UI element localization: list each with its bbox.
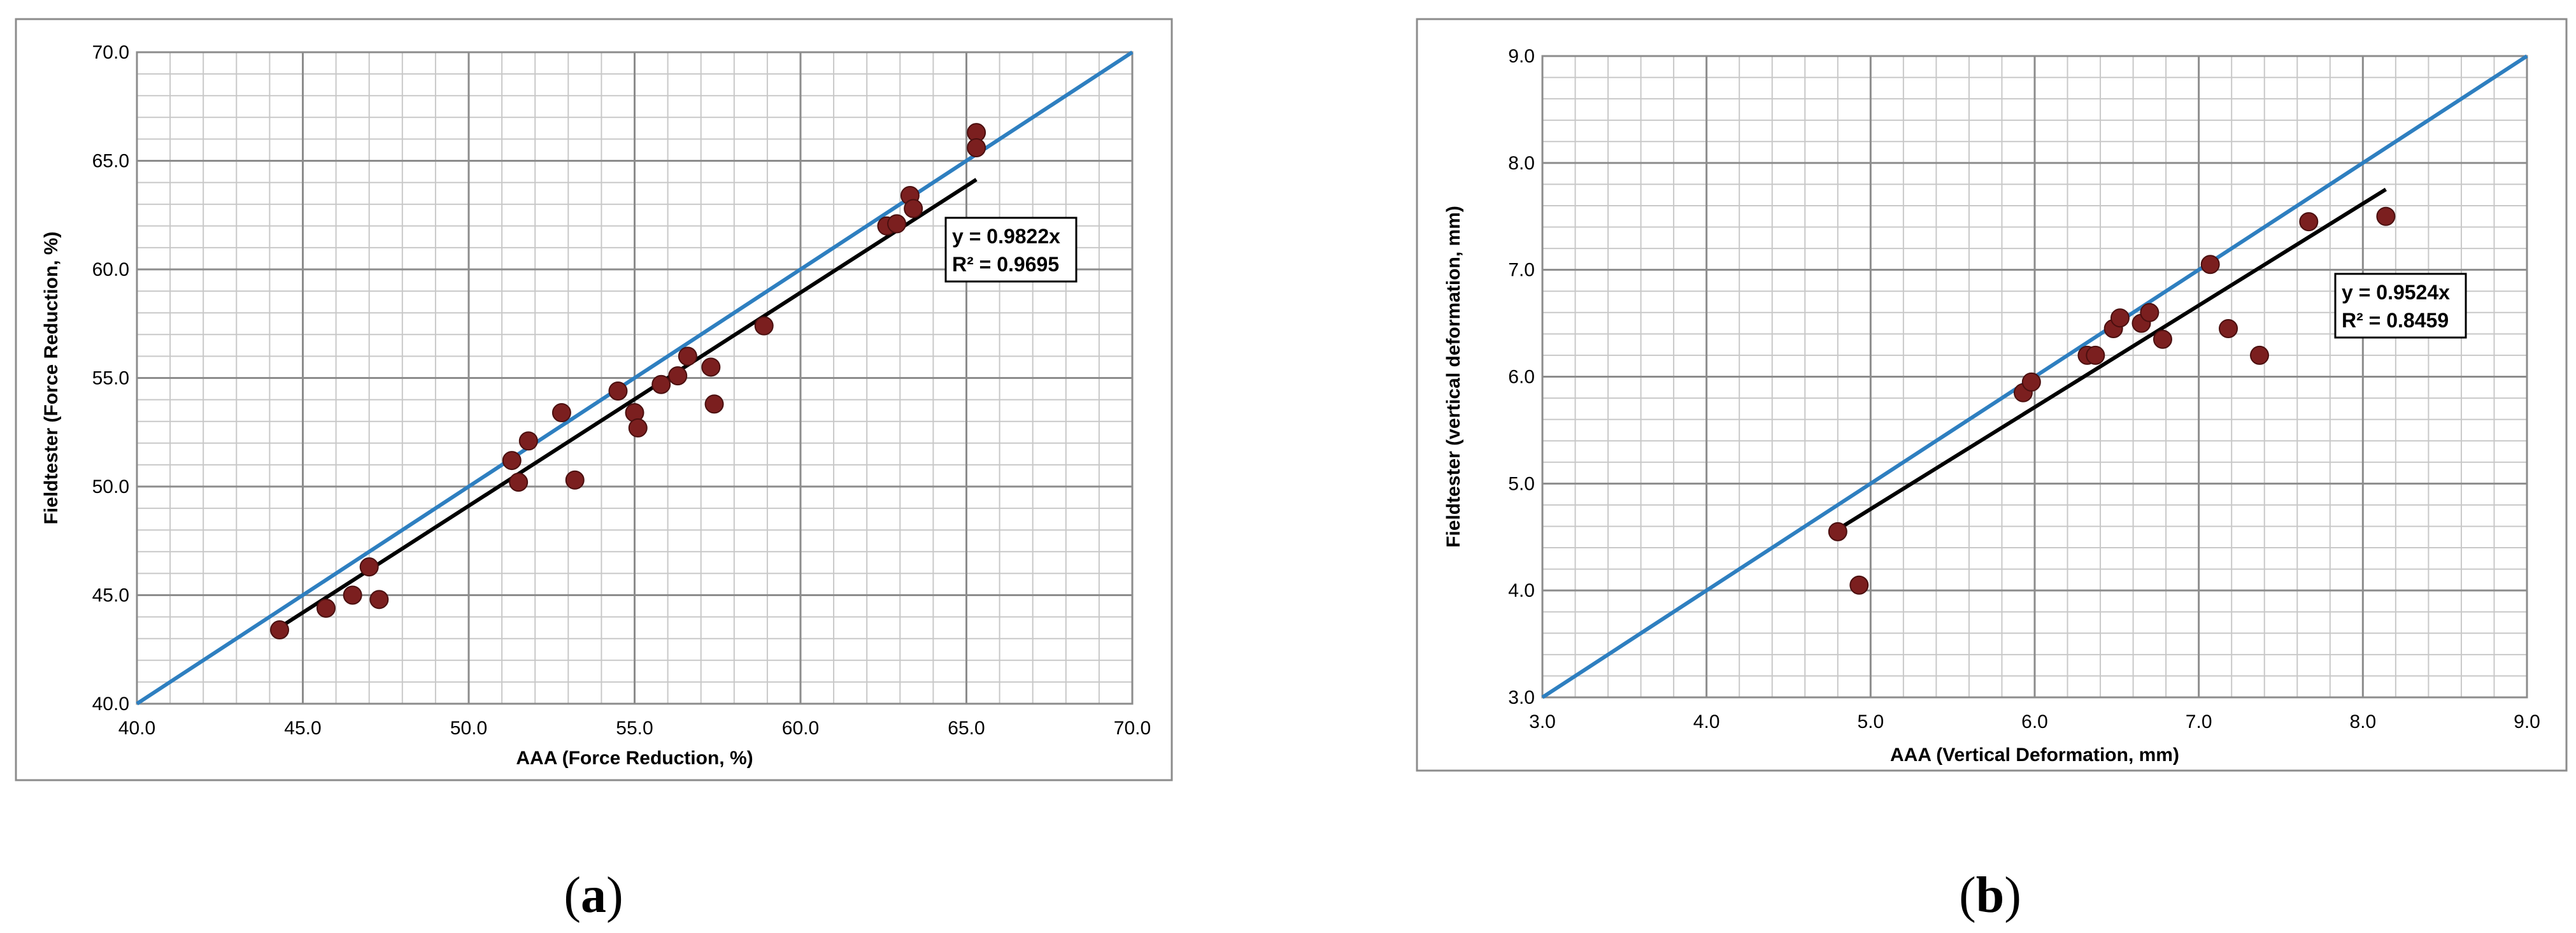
caption-a: (a) — [564, 867, 623, 923]
x-tick-label-a: 50.0 — [450, 718, 487, 739]
data-point-b — [2153, 329, 2172, 349]
data-point-a — [518, 431, 538, 451]
data-point-a — [359, 557, 379, 577]
caption-b-letter: b — [1976, 867, 2005, 923]
data-point-b — [2021, 372, 2041, 392]
x-tick-label-b: 7.0 — [2186, 711, 2212, 732]
x-tick-label-b: 8.0 — [2349, 711, 2376, 732]
x-tick-label-b: 6.0 — [2021, 711, 2048, 732]
x-tick-label-a: 45.0 — [284, 718, 321, 739]
data-point-b — [2140, 303, 2160, 322]
chart-panel-a: 40.0 45.0 50.0 55.0 60.0 65.0 70.0 40.0 45.0 50.0… — [15, 18, 1173, 923]
y-tick-label-b: 8.0 — [1508, 153, 1535, 174]
data-point-b — [2219, 318, 2238, 338]
data-point-b — [2250, 345, 2270, 365]
data-point-a — [668, 366, 688, 386]
identity-line-a — [136, 50, 1134, 706]
plot-area-border-a — [136, 51, 1134, 705]
data-point-a — [316, 598, 336, 618]
data-point-a — [502, 451, 522, 471]
data-point-a — [701, 357, 721, 377]
y-tick-label-b: 5.0 — [1508, 473, 1535, 494]
y-tick-label-b: 6.0 — [1508, 367, 1535, 388]
y-tick-label-b: 9.0 — [1508, 46, 1535, 67]
tick-labels-b: 3.0 4.0 5.0 6.0 7.0 8.0 9.0 3.0 4.0 5.0 6.0 7.0 8.0 9… — [1508, 46, 2540, 732]
plot-area-border-b — [1541, 55, 2528, 699]
y-tick-label-a: 70.0 — [92, 42, 129, 63]
data-point-b — [2086, 345, 2105, 365]
y-tick-label-b: 4.0 — [1508, 580, 1535, 601]
data-point-a — [608, 381, 628, 401]
tick-labels-a: 40.0 45.0 50.0 55.0 60.0 65.0 70.0 40.0 45.0 50.0… — [92, 42, 1151, 739]
x-tick-label-a: 40.0 — [118, 718, 155, 739]
data-point-a — [887, 214, 907, 234]
x-tick-label-a: 60.0 — [782, 718, 819, 739]
data-point-b — [2110, 308, 2130, 328]
y-axis-title-b: Fieldtester (vertical deformation, mm) — [1443, 206, 1464, 548]
chart-frame-b — [1416, 18, 2568, 772]
x-axis-title-a: AAA (Force Reduction, %) — [516, 748, 753, 769]
x-tick-label-b: 3.0 — [1529, 711, 1556, 732]
data-point-a — [651, 374, 671, 394]
trendline-b — [1837, 187, 2387, 531]
data-point-a — [904, 199, 923, 218]
caption-a-letter: a — [581, 867, 606, 923]
data-point-a — [509, 473, 529, 492]
data-point-b — [2376, 206, 2396, 226]
equation-label-a: y = 0.9822x — [952, 225, 1060, 248]
y-tick-label-a: 50.0 — [92, 476, 129, 497]
data-point-a — [369, 590, 389, 609]
caption-b: (b) — [1959, 867, 2021, 923]
data-point-a — [565, 470, 585, 490]
equation-box-a — [944, 217, 1078, 283]
y-tick-label-a: 55.0 — [92, 368, 129, 389]
data-point-a — [754, 316, 774, 336]
lines-a — [136, 50, 1134, 706]
r-squared-label-b: R² = 0.8459 — [2342, 309, 2449, 332]
x-tick-label-b: 5.0 — [1857, 711, 1884, 732]
data-point-a — [967, 138, 986, 158]
x-tick-label-b: 4.0 — [1693, 711, 1720, 732]
x-tick-label-b: 9.0 — [2514, 711, 2540, 732]
x-tick-label-a: 55.0 — [616, 718, 653, 739]
data-point-b — [1849, 575, 1869, 595]
data-point-b — [1828, 522, 1847, 541]
data-point-a — [678, 346, 697, 366]
data-point-a — [628, 418, 648, 438]
chart-panel-b: 3.0 4.0 5.0 6.0 7.0 8.0 9.0 3.0 4.0 5.0 6.0 7.0 8.0 9… — [1416, 18, 2568, 923]
equation-label-b: y = 0.9524x — [2342, 281, 2450, 304]
data-points-b — [1828, 206, 2396, 595]
r-squared-label-a: R² = 0.9695 — [952, 253, 1059, 276]
data-point-a — [270, 620, 290, 640]
y-tick-label-b: 7.0 — [1508, 260, 1535, 281]
data-point-b — [2299, 212, 2319, 232]
x-axis-title-b: AAA (Vertical Deformation, mm) — [1890, 744, 2179, 766]
y-tick-label-a: 60.0 — [92, 259, 129, 280]
data-points-a — [270, 123, 986, 640]
x-tick-label-a: 70.0 — [1114, 718, 1151, 739]
y-tick-label-a: 45.0 — [92, 585, 129, 606]
x-tick-label-a: 65.0 — [948, 718, 985, 739]
y-axis-title-a: Fieldtester (Force Reduction, %) — [41, 231, 62, 524]
trendline-a — [278, 178, 978, 629]
data-point-a — [551, 403, 571, 423]
data-point-a — [704, 394, 724, 414]
y-tick-label-b: 3.0 — [1508, 687, 1535, 708]
data-point-a — [343, 585, 362, 605]
y-tick-label-a: 65.0 — [92, 151, 129, 172]
data-point-b — [2200, 255, 2220, 274]
y-tick-label-a: 40.0 — [92, 694, 129, 715]
equation-box-b — [2334, 273, 2467, 339]
